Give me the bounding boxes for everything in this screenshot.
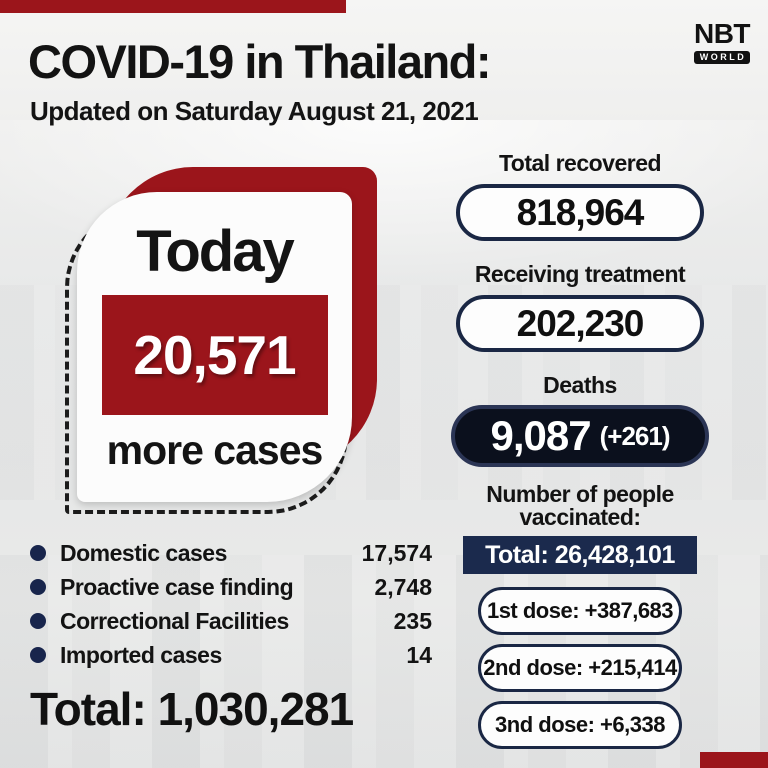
today-cases-card: Today 20,571 more cases <box>60 163 380 519</box>
page-title: COVID-19 in Thailand: <box>28 35 492 88</box>
breakdown-value: 235 <box>393 607 432 634</box>
updated-date: Updated on Saturday August 21, 2021 <box>30 96 479 126</box>
nbt-world-logo: NBT WORLD <box>690 20 754 64</box>
list-item: Imported cases 14 <box>30 641 432 668</box>
vaccinated-total-bar: Total: 26,428,101 <box>463 536 697 574</box>
treatment-pill: 202,230 <box>456 295 704 352</box>
logo-text: NBT <box>693 18 751 49</box>
list-item: Correctional Facilities 235 <box>30 607 432 634</box>
second-dose-pill: 2nd dose: +215,414 <box>478 644 682 692</box>
deaths-value: 9,087 <box>490 412 592 459</box>
card-white-layer: Today 20,571 more cases <box>77 192 352 502</box>
bullet-icon <box>30 545 46 561</box>
bullet-icon <box>30 613 46 629</box>
breakdown-label: Imported cases <box>60 641 222 668</box>
vaccinated-heading: Number of people vaccinated: <box>430 483 730 529</box>
deaths-heading: Deaths <box>543 372 617 398</box>
recovered-value: 818,964 <box>516 191 645 233</box>
stats-column: Total recovered 818,964 Receiving treatm… <box>430 150 730 749</box>
breakdown-label: Correctional Facilities <box>60 607 289 634</box>
breakdown-label: Proactive case finding <box>60 573 294 600</box>
top-red-bar <box>0 0 346 13</box>
bottom-red-bar <box>700 752 768 768</box>
deaths-delta: (+261) <box>599 420 671 451</box>
logo-badge: WORLD <box>693 51 751 64</box>
treatment-heading: Receiving treatment <box>474 261 686 287</box>
vaccinated-heading-line2: vaccinated: <box>519 504 641 530</box>
treatment-value: 202,230 <box>516 302 645 344</box>
breakdown-value: 17,574 <box>361 539 432 566</box>
breakdown-value: 14 <box>406 641 432 668</box>
first-dose-pill: 1st dose: +387,683 <box>478 587 682 635</box>
third-dose-pill: 3nd dose: +6,338 <box>478 701 682 749</box>
today-label: Today <box>136 219 295 284</box>
breakdown-label: Domestic cases <box>60 539 227 566</box>
deaths-pill: 9,087 (+261) <box>451 405 709 467</box>
bullet-icon <box>30 647 46 663</box>
bullet-icon <box>30 579 46 595</box>
recovered-pill: 818,964 <box>456 184 704 241</box>
today-value-box: 20,571 <box>101 295 328 415</box>
list-item: Proactive case finding 2,748 <box>30 573 432 600</box>
today-new-cases: 20,571 <box>133 324 296 386</box>
today-caption: more cases <box>106 427 324 473</box>
list-item: Domestic cases 17,574 <box>30 539 432 566</box>
vaccinated-heading-line1: Number of people <box>486 481 674 507</box>
recovered-heading: Total recovered <box>498 150 662 176</box>
case-breakdown-list: Domestic cases 17,574 Proactive case fin… <box>30 539 432 677</box>
total-cases: Total: 1,030,281 <box>30 683 354 735</box>
breakdown-value: 2,748 <box>374 573 432 600</box>
